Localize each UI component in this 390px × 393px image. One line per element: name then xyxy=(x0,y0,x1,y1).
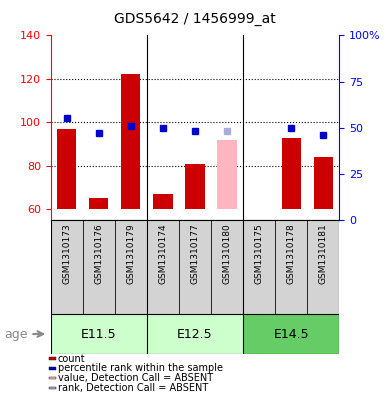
Bar xyxy=(49,377,56,380)
Bar xyxy=(57,129,76,209)
Bar xyxy=(49,367,56,369)
Bar xyxy=(179,220,211,314)
Text: GDS5642 / 1456999_at: GDS5642 / 1456999_at xyxy=(114,12,276,26)
Bar xyxy=(314,157,333,209)
Text: percentile rank within the sample: percentile rank within the sample xyxy=(58,364,223,373)
Text: E14.5: E14.5 xyxy=(273,327,309,341)
Text: GSM1310177: GSM1310177 xyxy=(190,223,200,284)
Text: GSM1310175: GSM1310175 xyxy=(255,223,264,284)
Text: GSM1310174: GSM1310174 xyxy=(158,223,167,283)
Text: GSM1310180: GSM1310180 xyxy=(223,223,232,284)
Text: GSM1310178: GSM1310178 xyxy=(287,223,296,284)
Bar xyxy=(153,194,172,209)
Bar xyxy=(49,387,56,389)
Bar xyxy=(51,314,147,354)
Text: E11.5: E11.5 xyxy=(81,327,117,341)
Bar xyxy=(51,220,83,314)
Text: count: count xyxy=(58,354,85,364)
Bar xyxy=(147,314,243,354)
Bar xyxy=(147,220,179,314)
Text: E12.5: E12.5 xyxy=(177,327,213,341)
Text: rank, Detection Call = ABSENT: rank, Detection Call = ABSENT xyxy=(58,383,208,393)
Text: GSM1310173: GSM1310173 xyxy=(62,223,71,284)
Bar xyxy=(121,75,140,209)
Bar xyxy=(218,140,237,209)
Text: GSM1310176: GSM1310176 xyxy=(94,223,103,284)
Text: GSM1310179: GSM1310179 xyxy=(126,223,135,284)
Text: value, Detection Call = ABSENT: value, Detection Call = ABSENT xyxy=(58,373,213,383)
Bar xyxy=(115,220,147,314)
Bar xyxy=(275,220,307,314)
Bar xyxy=(307,220,339,314)
Text: GSM1310181: GSM1310181 xyxy=(319,223,328,284)
Bar xyxy=(243,220,275,314)
Bar xyxy=(211,220,243,314)
Bar xyxy=(49,358,56,360)
Text: age: age xyxy=(4,327,27,341)
Bar xyxy=(282,138,301,209)
Bar xyxy=(89,198,108,209)
Bar xyxy=(185,163,205,209)
Bar xyxy=(243,314,339,354)
Bar xyxy=(83,220,115,314)
